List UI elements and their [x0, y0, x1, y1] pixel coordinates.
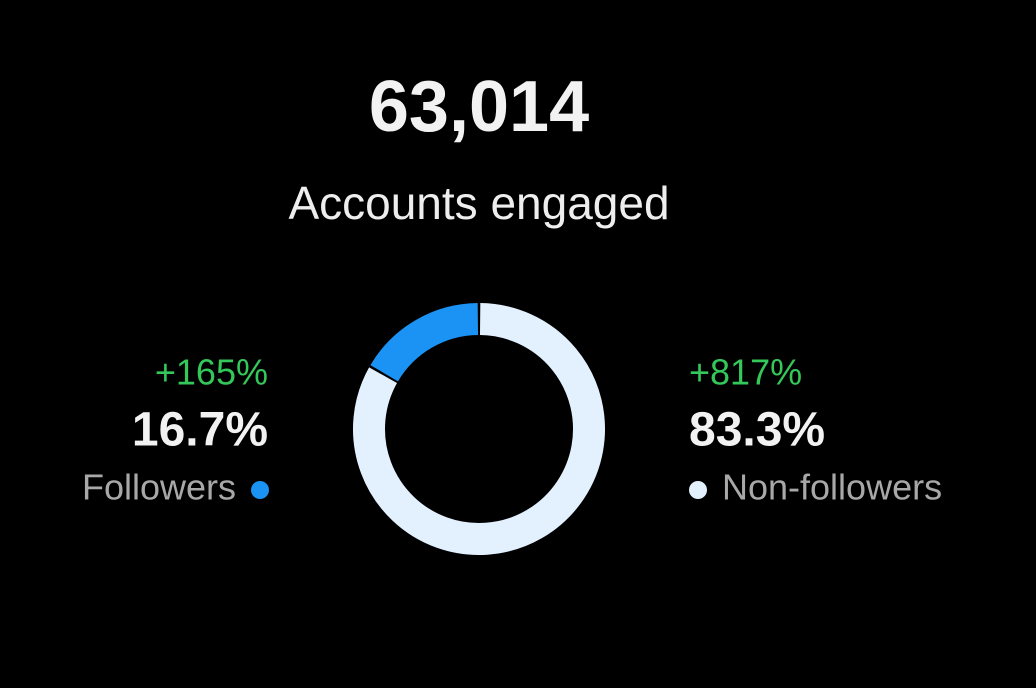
subtitle: Accounts engaged	[288, 177, 669, 229]
value-label: 16.7%	[132, 404, 268, 457]
donut-segment	[370, 303, 479, 382]
value-label: 83.3%	[689, 404, 825, 457]
legend-label: Non-followers	[722, 467, 942, 508]
total-value: 63,014	[369, 67, 589, 147]
donut-segment	[353, 303, 605, 555]
legend-dot	[689, 481, 707, 499]
legend-dot	[251, 481, 269, 499]
change-label: +165%	[155, 352, 268, 393]
change-label: +817%	[689, 352, 802, 393]
legend-label: Followers	[82, 467, 236, 508]
